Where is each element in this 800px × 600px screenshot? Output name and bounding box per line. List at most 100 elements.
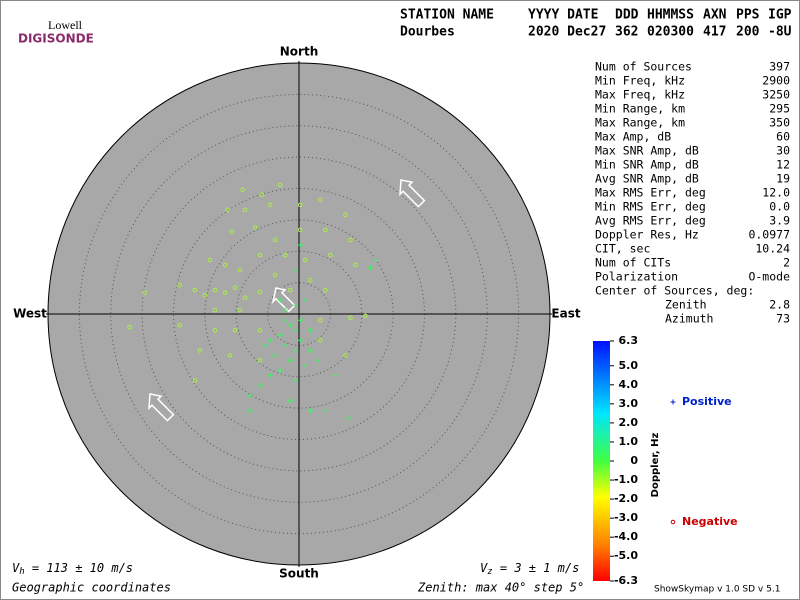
header-column: AXN (703, 8, 727, 23)
stat-value: 397 (769, 60, 790, 74)
colorbar-tick-label: -1.0 (614, 473, 638, 486)
stat-label: Min RMS Err, deg (595, 200, 706, 214)
source-plus (292, 327, 298, 333)
colorbar-tick-label: -6.3 (614, 574, 638, 587)
source-plus (292, 378, 298, 384)
source-circle (297, 227, 303, 233)
stat-label: Max Freq, kHz (595, 88, 685, 102)
source-circle (302, 257, 308, 263)
plot (46, 61, 552, 567)
source-plus (287, 357, 293, 363)
source-circle (318, 338, 323, 343)
source-circle (343, 212, 348, 218)
zenith-label: Zenith: max 40° step 5° (417, 581, 584, 595)
source-plus (670, 399, 676, 405)
stat-heading: Center of Sources, deg: (595, 284, 754, 298)
stat-value: 2900 (762, 74, 790, 88)
source-circle (127, 324, 132, 330)
colorbar-tick-label: -4.0 (614, 530, 638, 543)
colorbar-tick-label: -5.0 (614, 549, 638, 562)
source-circle (287, 287, 293, 293)
source-circle (177, 282, 183, 288)
source-circle (267, 202, 273, 208)
velocity-part: z (487, 567, 492, 577)
source-plus (257, 383, 263, 389)
source-circle (257, 328, 263, 333)
source-circle (670, 519, 676, 525)
source-circle (240, 187, 245, 193)
source-plus (282, 342, 288, 348)
source-circle (252, 225, 258, 230)
source-circle (232, 328, 238, 333)
velocity-arrow (399, 179, 426, 208)
source-circle (225, 207, 230, 213)
source-circle (242, 295, 248, 300)
source-circle (363, 313, 368, 319)
colorbar-label: Doppler, Hz (650, 433, 661, 498)
stat-value: 3250 (762, 88, 790, 102)
source-circle (259, 192, 265, 198)
source-plus (302, 297, 308, 303)
source-circle (227, 353, 233, 358)
source-circle (323, 227, 328, 233)
source-circle (177, 322, 183, 328)
source-plus (277, 297, 283, 303)
source-circle (212, 307, 218, 313)
source-circle (207, 257, 213, 263)
stat-label: Polarization (595, 270, 678, 284)
coords-label: Geographic coordinates (12, 581, 171, 595)
source-plus (292, 347, 298, 353)
velocity-arrow (148, 393, 175, 422)
stat-label: Avg SNR Amp, dB (595, 172, 699, 186)
source-plus (292, 267, 298, 273)
source-plus (287, 322, 293, 328)
source-circle (318, 317, 323, 323)
source-plus (302, 362, 308, 368)
stat-value: 2 (783, 256, 790, 270)
velocity-part: = 3 ± 1 m/s (493, 561, 580, 575)
source-circle (348, 315, 353, 321)
header-column: STATION NAME (400, 8, 494, 23)
stat-value: 73 (776, 312, 790, 326)
colorbar-tick-label: 6.3 (619, 334, 639, 347)
source-circle (202, 292, 208, 298)
legend-label: Positive (682, 395, 732, 408)
source-circle (197, 348, 203, 353)
source-plus (332, 372, 338, 378)
source-plus (297, 242, 303, 248)
colorbar-tick-label: 4.0 (619, 378, 639, 391)
source-circle (142, 290, 147, 295)
header-value: 200 (736, 25, 760, 40)
source-circle (318, 197, 323, 203)
source-plus (247, 408, 253, 414)
source-circle (257, 289, 263, 295)
direction-label: South (279, 567, 319, 581)
source-circle (272, 237, 278, 243)
source-plus (267, 372, 273, 378)
colorbar-tick-label: 1.0 (619, 435, 639, 448)
source-circle (343, 353, 348, 358)
source-circle (237, 267, 243, 273)
legend-label: Negative (682, 515, 738, 528)
colorbar-tick-label: 2.0 (619, 416, 639, 429)
velocity-part: V (480, 561, 488, 575)
stat-label: Max Range, km (595, 116, 685, 130)
source-circle (307, 277, 313, 283)
source-circle (229, 229, 235, 235)
source-circle (257, 358, 263, 363)
source-plus (368, 265, 374, 271)
colorbar-tick-label: 3.0 (619, 397, 639, 410)
source-circle (212, 328, 218, 333)
velocity-part: = 113 ± 10 m/s (25, 561, 133, 575)
header-value: Dourbes (400, 25, 455, 40)
stat-label: Azimuth (665, 312, 713, 326)
header-column: IGP (768, 8, 792, 23)
stat-value: 295 (769, 102, 790, 116)
stat-label: Max Amp, dB (595, 130, 671, 144)
source-circle (212, 287, 218, 293)
stat-label: Avg RMS Err, deg (595, 214, 706, 228)
header-column: PPS (736, 8, 760, 23)
stat-label: Num of CITs (595, 256, 671, 270)
source-circle (222, 290, 228, 295)
source-plus (297, 317, 303, 323)
